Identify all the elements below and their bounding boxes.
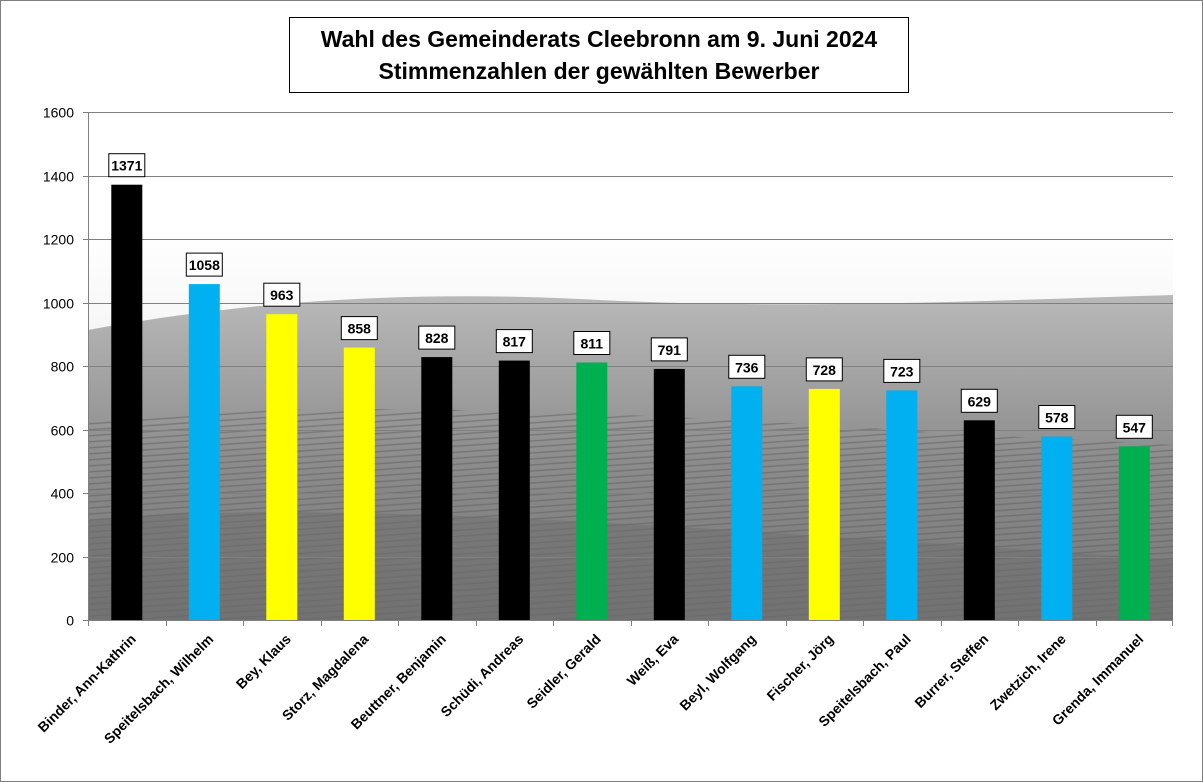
bar bbox=[886, 390, 918, 620]
data-label-box bbox=[1115, 414, 1153, 439]
data-label: 817 bbox=[503, 334, 527, 350]
bar bbox=[188, 284, 220, 620]
data-label-box bbox=[650, 337, 688, 362]
x-category-label: Burrer, Steffen bbox=[911, 631, 991, 711]
data-label: 629 bbox=[968, 393, 992, 409]
chart-subtitle: Stimmenzahlen der gewählten Bewerber bbox=[378, 58, 820, 84]
data-label-box bbox=[263, 282, 301, 307]
y-tick-label: 200 bbox=[51, 550, 75, 566]
x-category-label: Zwetzich, Irene bbox=[987, 631, 1069, 713]
x-category-label: Weiß, Eva bbox=[624, 631, 682, 689]
bar bbox=[266, 314, 298, 620]
bar bbox=[1041, 436, 1073, 620]
y-tick-label: 400 bbox=[51, 486, 75, 502]
bar bbox=[111, 184, 143, 620]
y-tick-label: 600 bbox=[51, 423, 75, 439]
data-label: 1058 bbox=[189, 257, 220, 273]
bar bbox=[343, 347, 375, 620]
y-tick-label: 1600 bbox=[43, 105, 74, 121]
bar bbox=[808, 388, 840, 620]
data-label-box bbox=[495, 329, 533, 354]
data-label-box bbox=[883, 358, 921, 383]
data-label: 547 bbox=[1123, 419, 1147, 435]
y-tick-label: 1400 bbox=[43, 169, 74, 185]
data-label-box bbox=[728, 354, 766, 379]
data-label: 791 bbox=[658, 342, 682, 358]
data-label: 736 bbox=[735, 359, 759, 375]
data-label-box bbox=[108, 153, 146, 178]
data-label-box bbox=[805, 357, 843, 382]
y-tick-label: 1200 bbox=[43, 232, 74, 248]
bar bbox=[731, 386, 763, 620]
chart-title: Wahl des Gemeinderats Cleebronn am 9. Ju… bbox=[320, 26, 878, 52]
data-label: 728 bbox=[813, 362, 837, 378]
bar bbox=[653, 368, 685, 620]
y-tick-label: 800 bbox=[51, 359, 75, 375]
data-label: 858 bbox=[348, 321, 372, 337]
bar bbox=[576, 362, 608, 620]
data-label-box bbox=[573, 331, 611, 355]
bar bbox=[498, 360, 530, 620]
chart-title-box: Wahl des Gemeinderats Cleebronn am 9. Ju… bbox=[289, 17, 909, 93]
data-label: 811 bbox=[581, 336, 604, 352]
data-label: 1371 bbox=[111, 158, 142, 174]
data-label-box bbox=[1038, 405, 1076, 429]
bar bbox=[963, 420, 995, 620]
x-category-label: Bey, Klaus bbox=[233, 631, 294, 692]
data-label-box bbox=[418, 325, 456, 350]
x-category-label: Schüdi, Andreas bbox=[437, 631, 526, 720]
data-label: 723 bbox=[890, 363, 914, 379]
data-label-box bbox=[960, 388, 998, 413]
y-tick-label: 0 bbox=[66, 613, 74, 629]
data-label: 578 bbox=[1045, 410, 1069, 426]
data-label-box bbox=[185, 252, 223, 277]
data-label-box bbox=[340, 316, 378, 341]
bar bbox=[1118, 446, 1150, 620]
x-category-label: Beyl, Wolfgang bbox=[676, 631, 759, 714]
landscape-background bbox=[88, 230, 1173, 620]
x-category-label: Seidler, Gerald bbox=[523, 631, 604, 712]
bar bbox=[421, 357, 453, 620]
x-category-label: Fischer, Jörg bbox=[763, 631, 836, 704]
data-label: 828 bbox=[425, 330, 449, 346]
y-tick-label: 1000 bbox=[43, 296, 74, 312]
data-label: 963 bbox=[270, 287, 294, 303]
